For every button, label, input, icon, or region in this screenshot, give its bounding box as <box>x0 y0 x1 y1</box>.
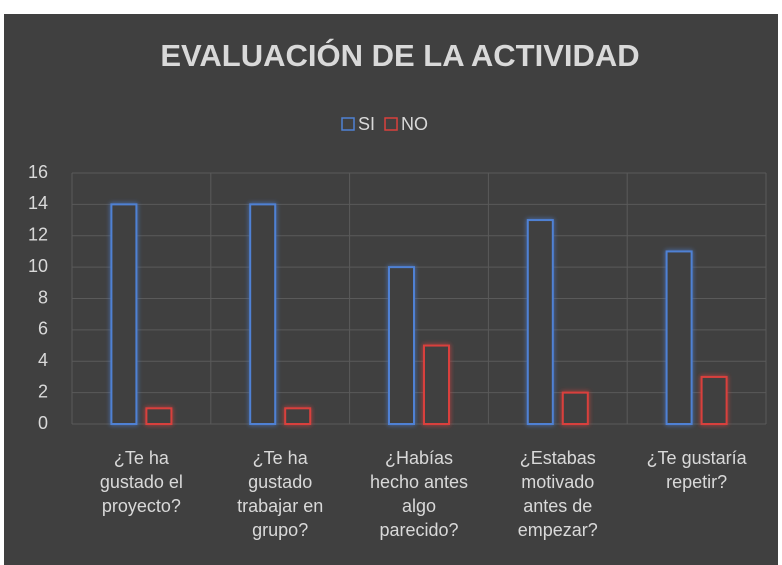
y-tick-label: 0 <box>38 413 48 433</box>
x-tick-label: ¿Habías hecho antes algo parecido? <box>369 448 469 540</box>
y-tick-label: 4 <box>38 350 48 370</box>
x-tick-label: ¿Te ha gustado trabajar en grupo? <box>237 448 324 540</box>
y-tick-label: 16 <box>28 162 48 182</box>
y-tick-label: 6 <box>38 319 48 339</box>
x-tick-label: ¿Te gustaría repetir? <box>646 448 747 492</box>
chart-title: EVALUACIÓN DE LA ACTIVIDAD <box>160 37 639 73</box>
bar <box>526 219 554 425</box>
bar <box>145 407 173 425</box>
y-tick-label: 12 <box>28 225 48 245</box>
legend-swatch <box>341 117 355 131</box>
legend-label: SI <box>358 114 375 134</box>
y-tick-label: 8 <box>38 287 48 307</box>
bar <box>110 203 138 425</box>
bar <box>249 203 277 425</box>
legend-label: NO <box>401 114 428 134</box>
y-tick-label: 14 <box>28 193 48 213</box>
x-tick-label: ¿Te ha gustado el proyecto? <box>99 448 183 516</box>
bar <box>388 266 415 425</box>
bar <box>423 344 450 425</box>
y-tick-label: 10 <box>28 256 48 276</box>
bar <box>284 407 312 425</box>
x-tick-label: ¿Estabas motivado antes de empezar? <box>517 448 598 540</box>
legend-swatch <box>384 117 398 131</box>
bar <box>561 391 589 425</box>
y-tick-label: 2 <box>38 381 48 401</box>
bar <box>700 375 728 425</box>
bar <box>665 250 693 425</box>
